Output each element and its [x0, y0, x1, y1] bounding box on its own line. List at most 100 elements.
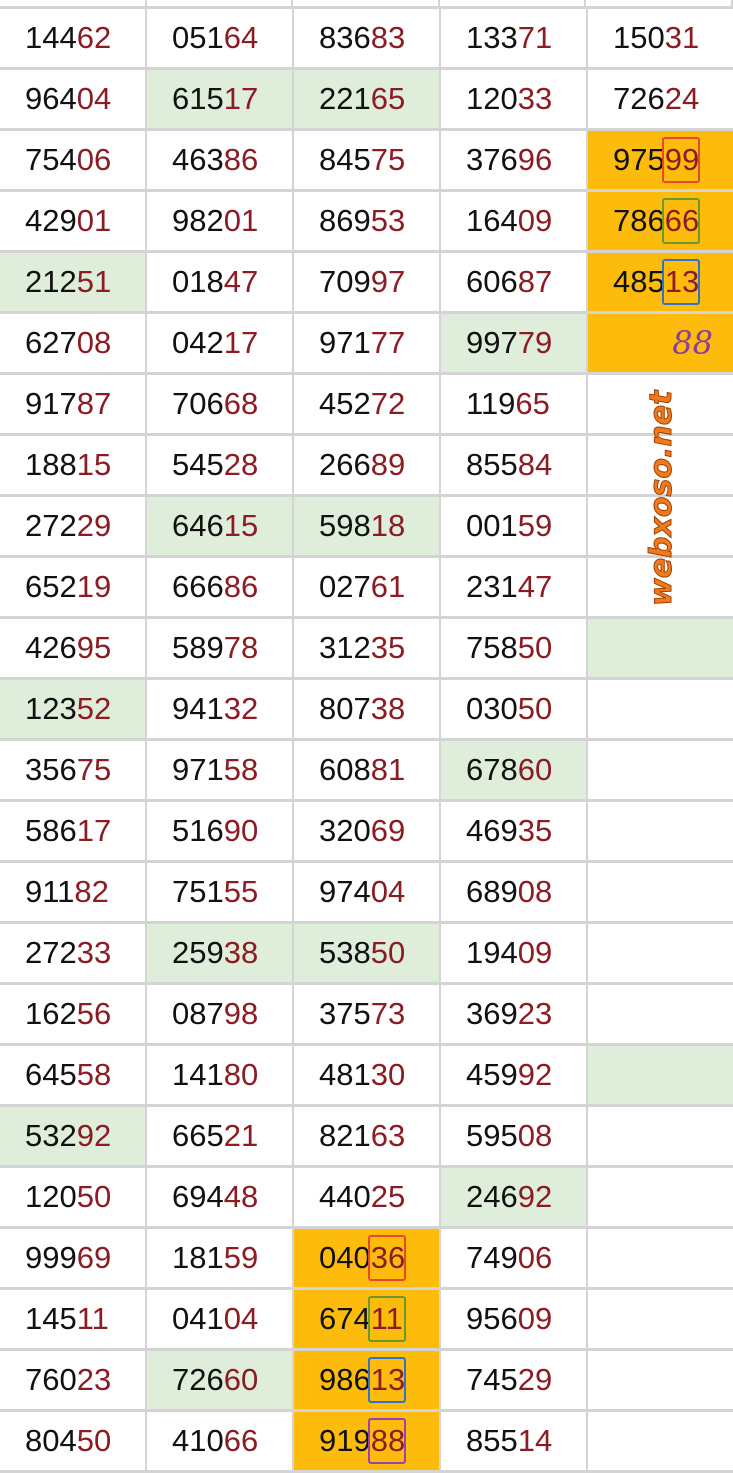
number-cell[interactable]: 23147 — [441, 558, 588, 619]
number-cell[interactable]: 85584 — [441, 436, 588, 497]
number-cell[interactable] — [588, 436, 733, 497]
number-cell[interactable]: 35675 — [0, 741, 147, 802]
number-cell[interactable]: 01847 — [147, 253, 294, 314]
number-cell[interactable]: 98613 — [294, 1351, 441, 1412]
number-cell[interactable]: 13371 — [441, 9, 588, 70]
number-cell[interactable] — [588, 1351, 733, 1412]
number-cell[interactable]: 97177 — [294, 314, 441, 375]
number-cell[interactable]: 16256 — [0, 985, 147, 1046]
number-cell[interactable]: 27229 — [0, 497, 147, 558]
number-cell[interactable]: 67860 — [441, 741, 588, 802]
number-cell[interactable]: 58617 — [0, 802, 147, 863]
number-cell[interactable] — [588, 1046, 733, 1107]
number-cell[interactable] — [588, 985, 733, 1046]
number-cell[interactable]: 37696 — [441, 131, 588, 192]
number-cell[interactable]: 36923 — [441, 985, 588, 1046]
number-cell[interactable]: 42695 — [0, 619, 147, 680]
number-cell[interactable]: 12050 — [0, 1168, 147, 1229]
number-cell[interactable]: 02761 — [294, 558, 441, 619]
number-cell[interactable]: 44025 — [294, 1168, 441, 1229]
number-cell[interactable]: 24692 — [441, 1168, 588, 1229]
number-cell[interactable]: 82163 — [294, 1107, 441, 1168]
number-cell[interactable]: 15031 — [588, 9, 733, 70]
number-cell[interactable]: 21251 — [0, 253, 147, 314]
number-cell[interactable]: 66521 — [147, 1107, 294, 1168]
number-cell[interactable]: 12033 — [441, 70, 588, 131]
number-cell[interactable]: 58978 — [147, 619, 294, 680]
number-cell[interactable]: 67411 — [294, 1290, 441, 1351]
number-cell[interactable]: 86953 — [294, 192, 441, 253]
number-cell[interactable] — [588, 497, 733, 558]
number-cell[interactable]: 66686 — [147, 558, 294, 619]
number-cell[interactable] — [588, 863, 733, 924]
number-cell[interactable]: 62708 — [0, 314, 147, 375]
number-cell[interactable]: 68908 — [441, 863, 588, 924]
number-cell[interactable]: 32069 — [294, 802, 441, 863]
number-cell[interactable]: 80450 — [0, 1412, 147, 1473]
number-cell[interactable]: 60881 — [294, 741, 441, 802]
number-cell[interactable]: 78666 — [588, 192, 733, 253]
number-cell[interactable]: 03050 — [441, 680, 588, 741]
number-cell[interactable]: 14511 — [0, 1290, 147, 1351]
number-cell[interactable]: 85514 — [441, 1412, 588, 1473]
number-cell[interactable]: 91988 — [294, 1412, 441, 1473]
number-cell[interactable]: 51690 — [147, 802, 294, 863]
number-cell[interactable]: 80738 — [294, 680, 441, 741]
number-cell[interactable]: 75850 — [441, 619, 588, 680]
number-cell[interactable]: 64558 — [0, 1046, 147, 1107]
number-cell[interactable] — [588, 741, 733, 802]
number-cell[interactable]: 94132 — [147, 680, 294, 741]
number-cell[interactable]: 05164 — [147, 9, 294, 70]
number-cell[interactable]: 12352 — [0, 680, 147, 741]
number-cell[interactable] — [588, 680, 733, 741]
number-cell[interactable]: 99969 — [0, 1229, 147, 1290]
number-cell[interactable] — [588, 1229, 733, 1290]
number-cell[interactable]: 14180 — [147, 1046, 294, 1107]
number-cell[interactable]: 70668 — [147, 375, 294, 436]
number-cell[interactable]: 72660 — [147, 1351, 294, 1412]
number-cell[interactable]: 04104 — [147, 1290, 294, 1351]
number-cell[interactable]: 88 — [588, 314, 733, 375]
number-cell[interactable]: 27233 — [0, 924, 147, 985]
number-cell[interactable]: 70997 — [294, 253, 441, 314]
number-cell[interactable]: 14462 — [0, 9, 147, 70]
number-cell[interactable]: 31235 — [294, 619, 441, 680]
number-cell[interactable]: 53850 — [294, 924, 441, 985]
number-cell[interactable]: 53292 — [0, 1107, 147, 1168]
number-cell[interactable]: 76023 — [0, 1351, 147, 1412]
number-cell[interactable]: 18815 — [0, 436, 147, 497]
number-cell[interactable] — [588, 1412, 733, 1473]
number-cell[interactable]: 65219 — [0, 558, 147, 619]
number-cell[interactable] — [588, 1290, 733, 1351]
number-cell[interactable]: 97404 — [294, 863, 441, 924]
number-cell[interactable]: 04036 — [294, 1229, 441, 1290]
number-cell[interactable]: 95609 — [441, 1290, 588, 1351]
number-cell[interactable]: 97158 — [147, 741, 294, 802]
number-cell[interactable] — [588, 619, 733, 680]
number-cell[interactable]: 83683 — [294, 9, 441, 70]
number-cell[interactable]: 98201 — [147, 192, 294, 253]
number-cell[interactable]: 08798 — [147, 985, 294, 1046]
number-cell[interactable]: 99779 — [441, 314, 588, 375]
number-cell[interactable]: 74906 — [441, 1229, 588, 1290]
number-cell[interactable]: 42901 — [0, 192, 147, 253]
number-cell[interactable]: 18159 — [147, 1229, 294, 1290]
number-cell[interactable] — [588, 924, 733, 985]
number-cell[interactable]: 97599 — [588, 131, 733, 192]
number-cell[interactable]: 72624 — [588, 70, 733, 131]
number-cell[interactable]: 59818 — [294, 497, 441, 558]
number-cell[interactable]: 16409 — [441, 192, 588, 253]
number-cell[interactable]: 59508 — [441, 1107, 588, 1168]
number-cell[interactable]: 00159 — [441, 497, 588, 558]
number-cell[interactable]: 84575 — [294, 131, 441, 192]
number-cell[interactable]: 37573 — [294, 985, 441, 1046]
number-cell[interactable]: 61517 — [147, 70, 294, 131]
number-cell[interactable]: 22165 — [294, 70, 441, 131]
number-cell[interactable]: 41066 — [147, 1412, 294, 1473]
number-cell[interactable]: 96404 — [0, 70, 147, 131]
number-cell[interactable]: 48130 — [294, 1046, 441, 1107]
number-cell[interactable]: 45992 — [441, 1046, 588, 1107]
number-cell[interactable]: 75406 — [0, 131, 147, 192]
number-cell[interactable]: 69448 — [147, 1168, 294, 1229]
number-cell[interactable]: 91182 — [0, 863, 147, 924]
